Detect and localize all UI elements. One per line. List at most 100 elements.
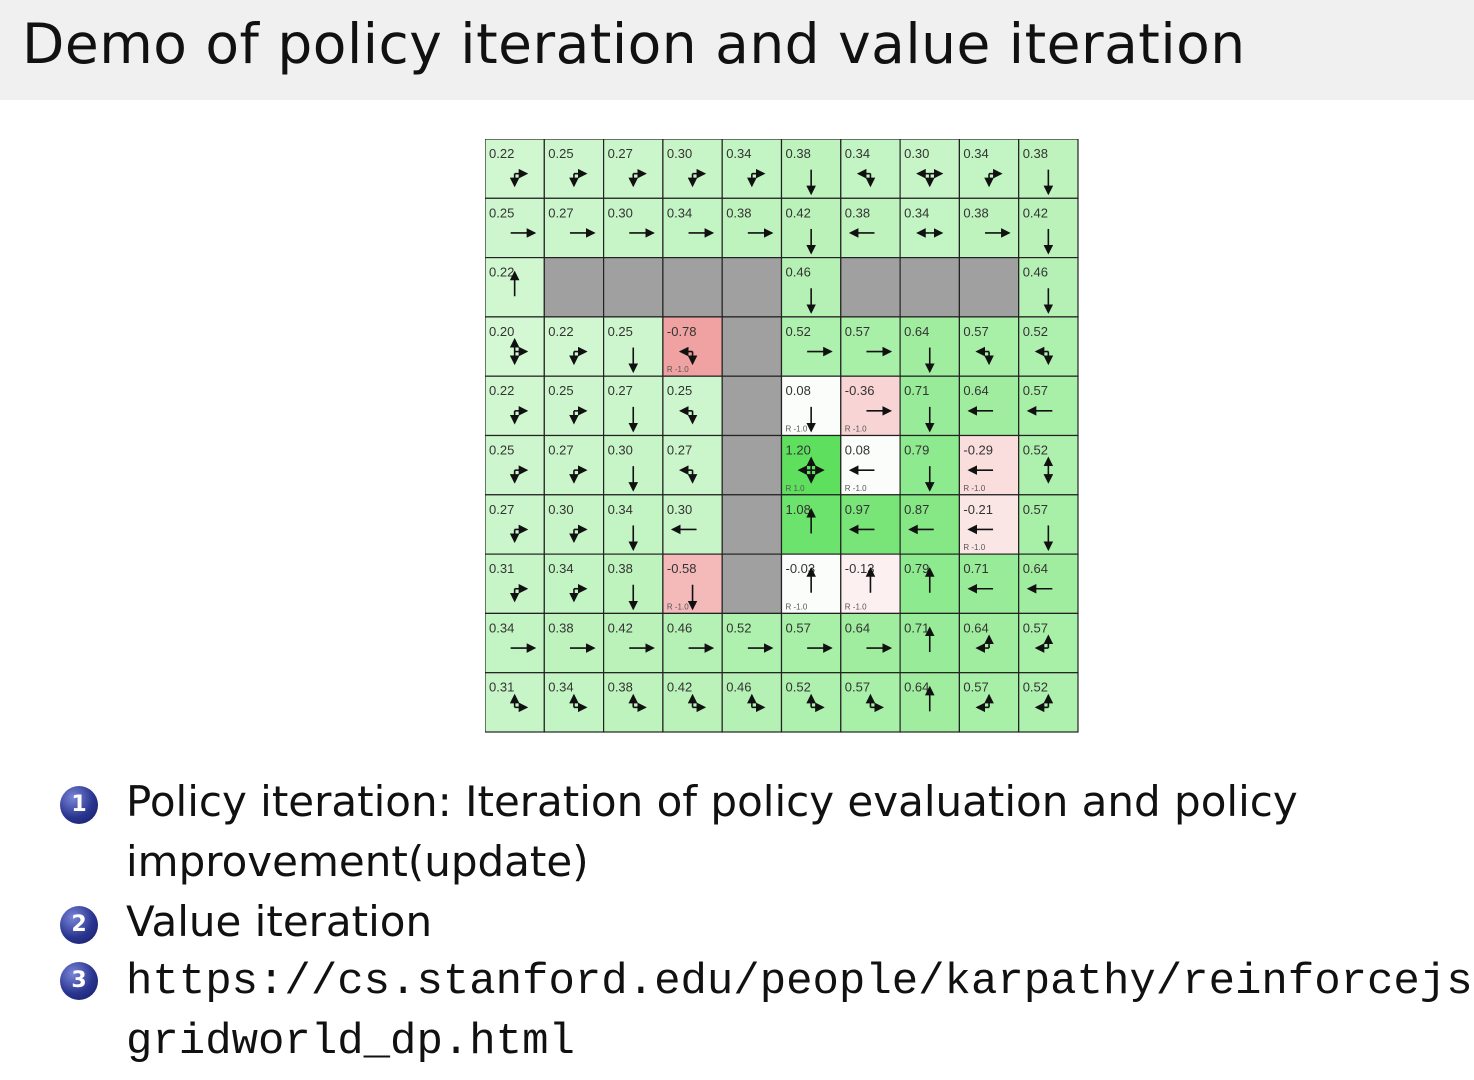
cell-value: 0.30 bbox=[667, 502, 692, 517]
grid-cell: 0.64 bbox=[840, 612, 901, 674]
cell-value: -0.29 bbox=[963, 443, 993, 458]
grid-cell: 0.57 bbox=[1018, 375, 1079, 437]
cell-value: 0.27 bbox=[667, 443, 692, 458]
cell-value: 0.30 bbox=[608, 443, 633, 458]
grid-cell: 0.38 bbox=[958, 197, 1020, 259]
grid-cell: 0.22 bbox=[485, 375, 545, 437]
grid-cell: 0.87 bbox=[899, 494, 961, 555]
grid-cell: 0.30 bbox=[543, 494, 605, 555]
grid-cell: 0.46 bbox=[780, 256, 842, 318]
cell-value: 0.25 bbox=[548, 383, 573, 398]
cell-value: 0.38 bbox=[845, 205, 870, 220]
grid-cell: 0.79 bbox=[899, 553, 961, 615]
wall-cell bbox=[721, 375, 783, 437]
cell-background bbox=[485, 612, 545, 674]
url-link-line[interactable]: https://cs.stanford.edu/people/karpathy/… bbox=[126, 957, 1474, 1007]
cell-value: 0.52 bbox=[1023, 324, 1048, 339]
cell-value: 0.42 bbox=[1023, 205, 1048, 220]
cell-value: 0.30 bbox=[904, 146, 929, 161]
grid-cell: 0.25 bbox=[485, 197, 545, 259]
cell-background bbox=[543, 256, 605, 318]
cell-background bbox=[721, 672, 783, 733]
cell-value: 0.08 bbox=[786, 383, 811, 398]
grid-cell: 0.27 bbox=[485, 494, 545, 555]
cell-background bbox=[602, 139, 664, 199]
cell-background bbox=[958, 375, 1020, 437]
cell-value: 0.27 bbox=[548, 205, 573, 220]
grid-cell: 0.57 bbox=[958, 672, 1020, 733]
grid-cell: 0.34 bbox=[485, 612, 545, 674]
wall-cell bbox=[958, 256, 1020, 318]
wall-cell bbox=[899, 256, 961, 318]
cell-value: 0.34 bbox=[667, 205, 692, 220]
grid-cell: 0.71 bbox=[958, 553, 1020, 615]
bullet-list: 1 Policy iteration: Iteration of policy … bbox=[60, 772, 1474, 1072]
cell-reward: R 1.0 bbox=[786, 484, 806, 493]
grid-cell: 0.31 bbox=[485, 553, 545, 615]
item-text-line: Value iteration bbox=[126, 897, 433, 946]
grid-cell: 0.34 bbox=[840, 139, 901, 199]
cell-background bbox=[780, 612, 842, 674]
cell-value: 0.42 bbox=[608, 620, 633, 635]
wall-cell bbox=[721, 316, 783, 377]
grid-cell: 0.27 bbox=[602, 375, 664, 437]
cell-background bbox=[662, 553, 723, 615]
bullet-number: 3 bbox=[60, 962, 98, 1000]
bullet-number: 2 bbox=[60, 906, 98, 944]
wall-cell bbox=[721, 256, 783, 318]
grid-cell: 0.30 bbox=[602, 434, 664, 496]
grid-cell: 0.30 bbox=[662, 139, 723, 199]
cell-value: 0.46 bbox=[667, 620, 692, 635]
grid-cell: 0.27 bbox=[602, 139, 664, 199]
cell-value: 0.30 bbox=[548, 502, 573, 517]
grid-cell: 0.57 bbox=[958, 316, 1020, 377]
cell-background bbox=[721, 256, 783, 318]
grid-cell: 0.57 bbox=[840, 672, 901, 733]
grid-cell: 1.20 R 1.0 bbox=[780, 434, 842, 496]
cell-background bbox=[543, 316, 605, 377]
grid-cell: 0.27 bbox=[543, 434, 605, 496]
grid-cell: -0.58 R -1.0 bbox=[662, 553, 723, 615]
grid-cell: 0.64 bbox=[1018, 553, 1079, 615]
grid-cell: 0.57 bbox=[780, 612, 842, 674]
cell-value: 0.57 bbox=[1023, 620, 1048, 635]
cell-background bbox=[662, 316, 723, 377]
cell-value: 0.25 bbox=[548, 146, 573, 161]
cell-value: 0.64 bbox=[963, 620, 988, 635]
cell-value: 0.34 bbox=[963, 146, 988, 161]
wall-cell bbox=[543, 256, 605, 318]
list-item-link[interactable]: 3 https://cs.stanford.edu/people/karpath… bbox=[60, 952, 1474, 1072]
cell-value: 0.52 bbox=[1023, 443, 1048, 458]
cell-value: 0.22 bbox=[548, 324, 573, 339]
grid-cell: 0.64 bbox=[958, 375, 1020, 437]
grid-cell: 0.64 bbox=[899, 672, 961, 733]
cell-background bbox=[485, 197, 545, 259]
cell-value: 0.71 bbox=[904, 620, 929, 635]
grid-cell: 0.52 bbox=[780, 316, 842, 377]
cell-value: 0.38 bbox=[1023, 146, 1048, 161]
url-link-line[interactable]: gridworld_dp.html bbox=[126, 1017, 575, 1067]
cell-reward: R -1.0 bbox=[667, 602, 689, 611]
cell-background bbox=[840, 139, 901, 199]
cell-value: 0.52 bbox=[786, 324, 811, 339]
cell-background bbox=[662, 197, 723, 259]
grid-cell: 0.27 bbox=[662, 434, 723, 496]
cell-value: 0.71 bbox=[904, 383, 929, 398]
cell-value: 0.38 bbox=[548, 620, 573, 635]
grid-cell: 0.79 bbox=[899, 434, 961, 496]
cell-reward: R -1.0 bbox=[786, 425, 808, 434]
grid-cell: 0.46 bbox=[662, 612, 723, 674]
slide-title: Demo of policy iteration and value itera… bbox=[22, 12, 1246, 76]
cell-value: 0.57 bbox=[1023, 502, 1048, 517]
grid-cell: 0.34 bbox=[899, 197, 961, 259]
cell-value: 0.08 bbox=[845, 443, 870, 458]
grid-cell: 0.25 bbox=[662, 375, 723, 437]
cell-background bbox=[958, 139, 1020, 199]
cell-background bbox=[662, 375, 723, 437]
cell-background bbox=[602, 256, 664, 318]
cell-background bbox=[1018, 375, 1079, 437]
grid-cell: -0.21 R -1.0 bbox=[958, 494, 1020, 555]
grid-cell: -0.13R -1.0 bbox=[840, 553, 901, 615]
cell-value: 0.27 bbox=[608, 383, 633, 398]
grid-cell: 0.38 bbox=[721, 197, 783, 259]
